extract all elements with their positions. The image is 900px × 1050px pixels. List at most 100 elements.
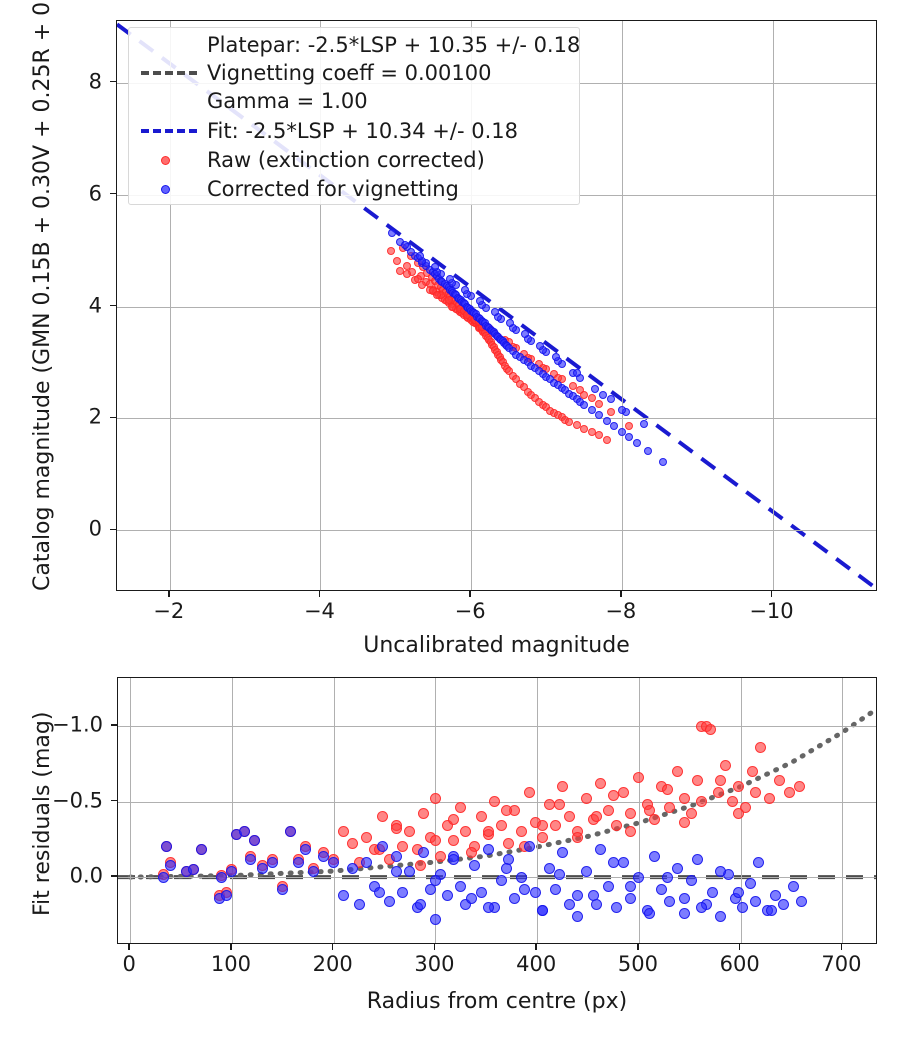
data-point xyxy=(594,844,606,856)
data-point xyxy=(338,826,350,838)
x-tick xyxy=(318,591,321,597)
data-point xyxy=(580,401,589,410)
x-tick-label: −10 xyxy=(749,599,794,623)
data-point xyxy=(516,871,528,883)
y-tick xyxy=(110,80,116,83)
data-point xyxy=(285,826,297,838)
data-point xyxy=(602,880,614,892)
x-tick-label: −2 xyxy=(153,599,185,623)
data-point xyxy=(446,274,455,283)
x-tick-label: 500 xyxy=(617,952,658,976)
data-point xyxy=(488,796,500,808)
data-point xyxy=(448,853,460,865)
x-tick xyxy=(331,944,334,950)
x-tick xyxy=(128,944,130,950)
data-point xyxy=(187,864,199,876)
data-point xyxy=(602,416,611,425)
data-point xyxy=(747,766,759,778)
y-tick xyxy=(111,799,117,802)
data-point xyxy=(397,841,409,853)
data-point xyxy=(572,421,581,430)
data-point xyxy=(565,417,574,426)
data-point xyxy=(733,808,745,820)
data-point xyxy=(625,880,637,892)
data-point xyxy=(672,862,684,874)
y-tick-label: 0.0 xyxy=(69,863,103,888)
data-point xyxy=(564,811,576,823)
y-tick-label: 4 xyxy=(88,293,102,317)
data-point xyxy=(549,883,561,895)
data-point xyxy=(679,817,691,829)
gridline-horizontal xyxy=(117,530,876,532)
data-point xyxy=(277,883,289,895)
x-tick xyxy=(469,591,471,597)
gridline-horizontal xyxy=(117,306,876,308)
gridline-vertical xyxy=(772,21,774,590)
data-point xyxy=(587,427,596,436)
red-dot-icon xyxy=(160,155,170,165)
data-point xyxy=(618,856,630,868)
residual-x-axis-label: Radius from centre (px) xyxy=(366,989,628,1014)
data-point xyxy=(644,446,653,455)
data-point xyxy=(572,368,581,377)
data-point xyxy=(465,892,477,904)
data-point xyxy=(433,291,442,300)
data-point xyxy=(238,826,250,838)
data-point xyxy=(165,859,177,871)
data-point xyxy=(161,841,173,853)
data-point xyxy=(216,871,228,883)
data-point xyxy=(794,781,806,793)
y-tick xyxy=(110,416,116,419)
gridline-vertical xyxy=(130,678,132,943)
data-point xyxy=(448,302,457,311)
data-point xyxy=(618,787,630,799)
data-point xyxy=(475,886,487,898)
data-point xyxy=(625,422,634,431)
data-point xyxy=(633,871,645,883)
x-tick xyxy=(230,944,232,950)
data-point xyxy=(648,814,660,826)
data-point xyxy=(745,877,757,889)
data-point xyxy=(595,411,604,420)
data-point xyxy=(773,775,785,787)
data-point xyxy=(633,772,645,784)
data-point xyxy=(704,723,716,735)
legend-label: Raw (extinction corrected) xyxy=(207,148,485,172)
x-tick-label: 700 xyxy=(821,952,862,976)
data-point xyxy=(506,319,515,328)
data-point xyxy=(307,865,319,877)
data-point xyxy=(572,889,584,901)
data-point xyxy=(554,799,566,811)
data-point xyxy=(318,850,329,862)
data-point xyxy=(686,874,698,886)
data-point xyxy=(509,892,521,904)
data-point xyxy=(625,808,637,820)
data-point xyxy=(580,865,592,877)
data-point xyxy=(195,844,207,856)
data-point xyxy=(391,823,403,835)
residual-y-axis-label: Fit residuals (mag) xyxy=(30,711,55,916)
data-point xyxy=(714,910,726,922)
data-point xyxy=(448,814,460,826)
x-tick xyxy=(433,944,436,950)
data-point xyxy=(557,781,569,793)
data-point xyxy=(595,399,604,408)
data-point xyxy=(643,805,655,817)
data-point xyxy=(455,880,467,892)
data-point xyxy=(632,439,641,448)
data-point xyxy=(353,898,365,910)
data-point xyxy=(783,787,795,799)
data-point xyxy=(611,820,623,832)
data-point xyxy=(580,390,589,399)
data-point xyxy=(712,787,724,799)
data-point xyxy=(429,835,441,847)
data-point xyxy=(429,793,441,805)
legend-label: Platepar: -2.5*LSP + 10.35 +/- 0.18 xyxy=(207,33,581,57)
legend: Platepar: -2.5*LSP + 10.35 +/- 0.18 Vign… xyxy=(128,27,580,205)
y-tick-label: −1.0 xyxy=(52,712,103,737)
data-point xyxy=(611,901,623,913)
x-tick-label: −8 xyxy=(605,599,637,623)
y-tick xyxy=(110,528,116,531)
data-point xyxy=(404,865,416,877)
data-point xyxy=(536,820,548,832)
